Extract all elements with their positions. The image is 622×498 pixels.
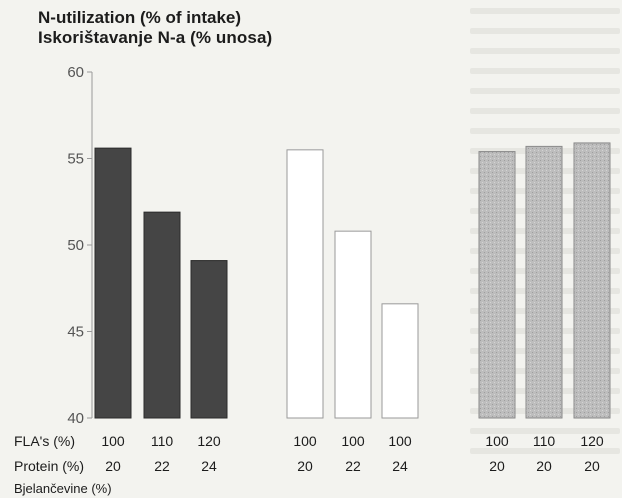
protein-row-label: Protein (%) [14,458,85,474]
x-tick-label-fla: 110 [532,433,556,449]
x-tick-label-protein: 20 [105,458,121,474]
bar-group2 [334,230,372,419]
y-tick-label: 60 [67,64,84,81]
x-tick-label-fla: 100 [101,433,125,449]
bjelancevine-row-label: Bjelančevine (%) [14,481,112,496]
bar-group2 [381,303,419,419]
chart-title-line2: Iskorištavanje N-a (% unosa) [38,28,273,47]
chart-title: N-utilization (% of intake) Iskorištavan… [38,8,272,48]
x-tick-label-fla: 100 [341,433,365,449]
x-tick-label-fla: 120 [197,433,221,449]
x-tick-label-protein: 24 [392,458,408,474]
x-tick-label-fla: 100 [388,433,412,449]
x-tick-label-protein: 20 [489,458,505,474]
bar-group3 [573,142,611,419]
x-tick-label-protein: 22 [345,458,361,474]
x-tick-label-protein: 20 [536,458,552,474]
fla-row-label: FLA's (%) [14,433,76,449]
bar-group3 [525,145,563,419]
bar-group1 [94,147,132,419]
x-tick-label-protein: 20 [297,458,313,474]
y-tick-label: 50 [67,237,84,254]
x-tick-label-fla: 100 [485,433,509,449]
y-tick-label: 55 [67,151,84,168]
y-tick-label: 45 [67,324,84,341]
bar-group3 [478,151,516,419]
bar-group2 [286,149,324,419]
chart-title-line1: N-utilization (% of intake) [38,8,242,27]
x-tick-label-fla: 110 [150,433,174,449]
y-tick-label: 40 [67,410,84,427]
x-tick-label-protein: 20 [584,458,600,474]
x-tick-label-protein: 24 [201,458,217,474]
x-tick-label-protein: 22 [154,458,170,474]
bar-group1 [190,260,228,419]
x-tick-label-fla: 120 [580,433,604,449]
x-tick-label-fla: 100 [293,433,317,449]
bar-group1 [143,211,181,419]
